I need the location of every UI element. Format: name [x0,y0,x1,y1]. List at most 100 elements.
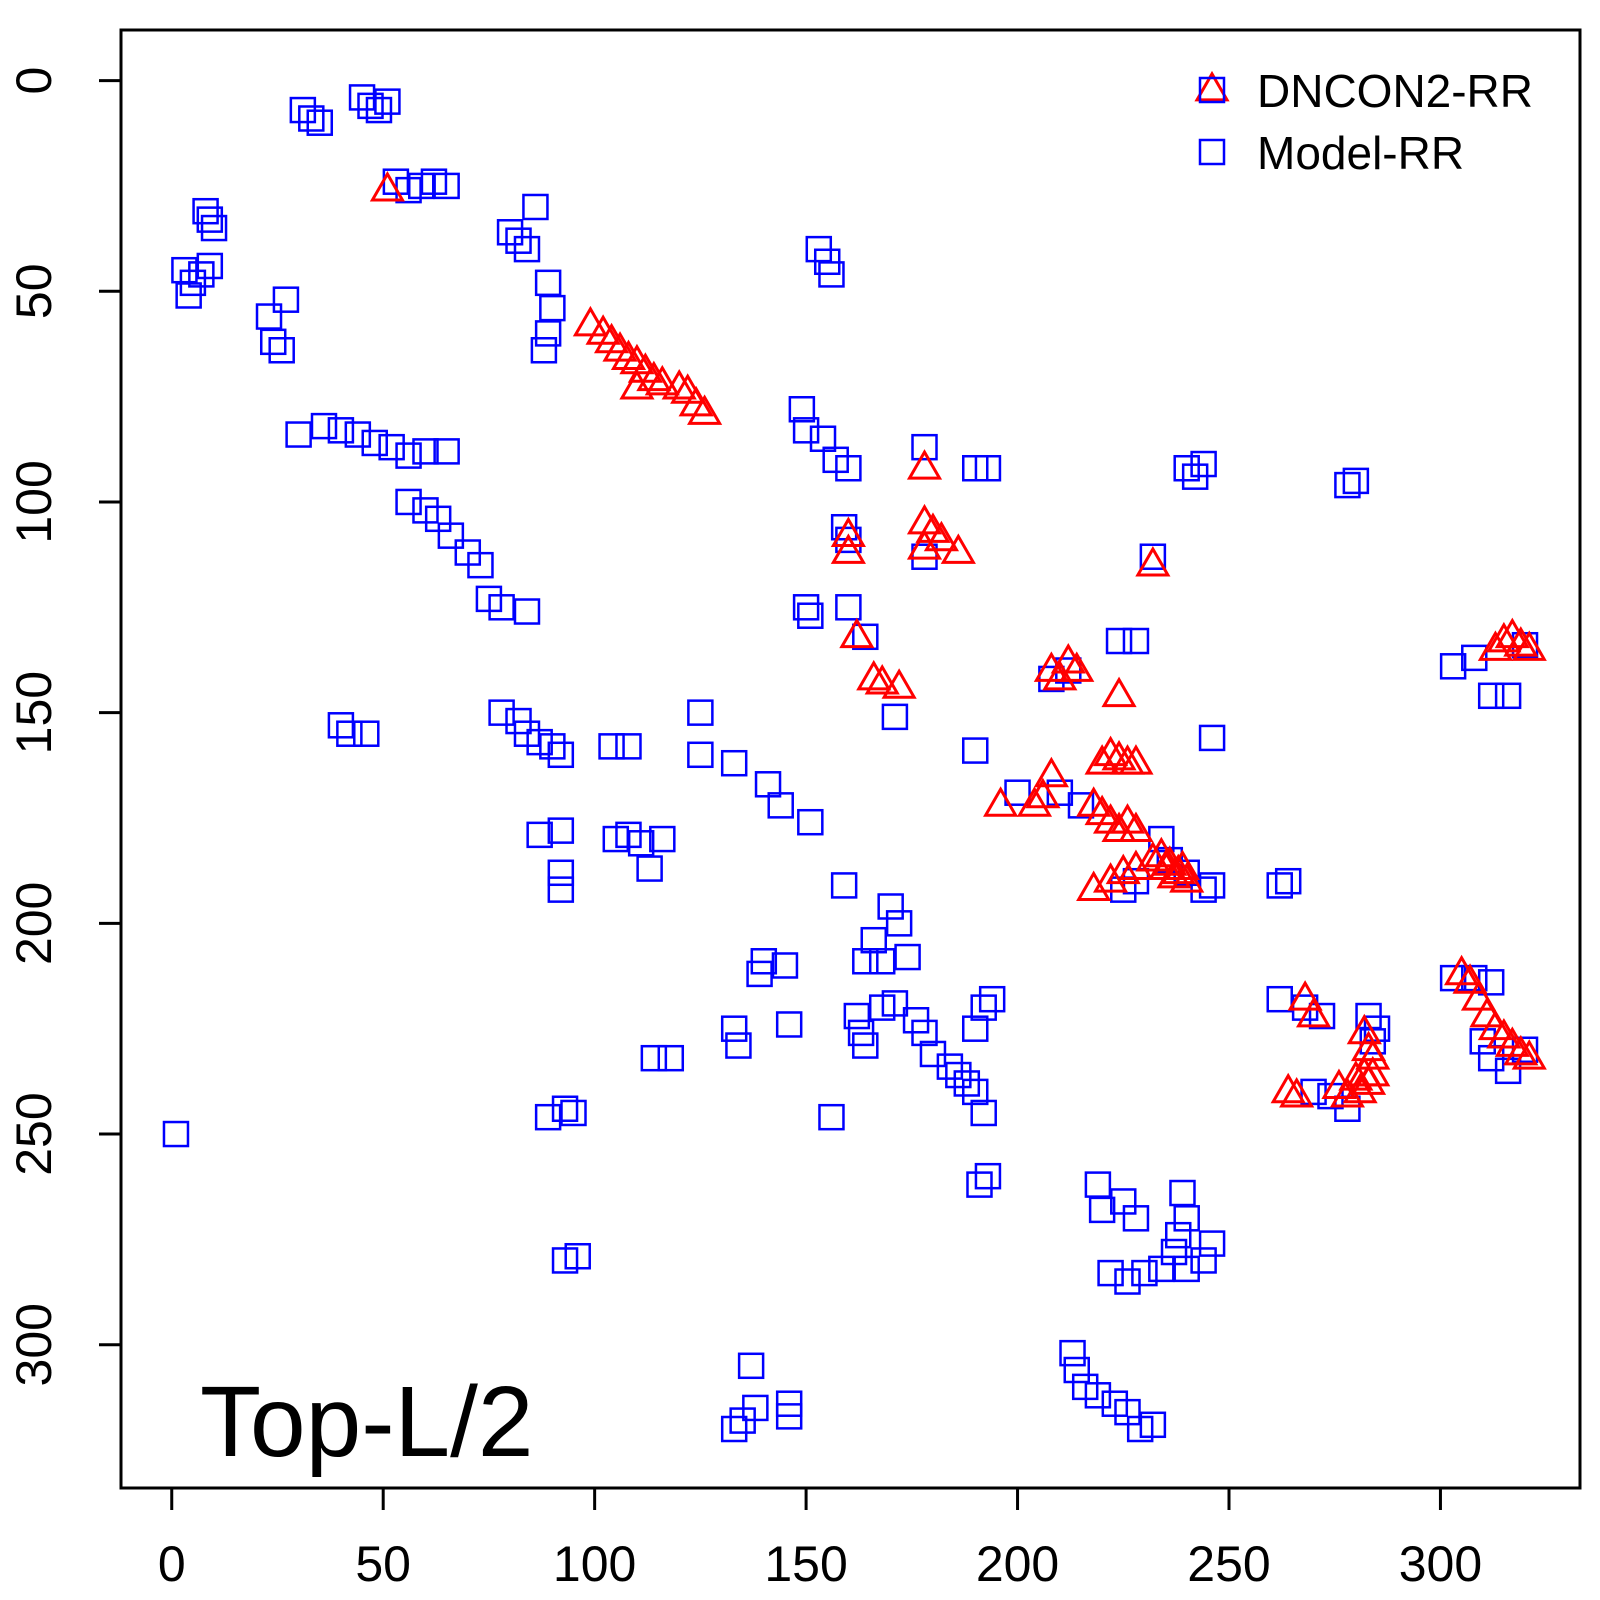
model-rr-point [792,417,820,444]
dncon2-rr-point [1460,980,1497,1011]
model-rr-point [1084,1171,1112,1198]
model-rr-point [792,594,820,621]
model-rr-point [936,1053,964,1080]
dncon2-rr-point [1469,996,1505,1028]
model-rr-point [374,88,401,115]
y-tick-label: 0 [6,67,62,95]
dncon2-rr-point [830,533,866,564]
model-rr-point [298,105,325,132]
model-rr-point [1477,682,1505,710]
y-tick-label: 250 [6,1092,62,1175]
dncon2-rr-point [1135,546,1171,577]
model-rr-point [310,412,338,440]
dncon2-rr-point [636,360,672,392]
model-rr-point [1139,543,1167,570]
model-rr-point [627,830,655,857]
model-rr-point [306,109,334,136]
model-rr-point [1494,682,1522,710]
dncon2-rr-point [1101,676,1137,708]
dncon2-rr-point [1092,862,1129,893]
model-rr-point [564,1242,591,1270]
dncon2-rr-point [1101,739,1137,771]
dncon2-rr-point [1156,857,1192,889]
model-rr-point [1131,1259,1158,1287]
model-rr-point [551,1095,579,1123]
dncon2-rr-point [1503,1034,1539,1066]
x-tick-label: 50 [355,1536,411,1592]
model-rr-point [505,227,532,254]
dncon2-rr-point [1270,1072,1306,1104]
dncon2-rr-point [619,369,655,400]
model-rr-point [1266,872,1293,899]
y-axis: 0 50 100 150 200 250 300 [6,67,123,1386]
model-rr-point [767,792,794,819]
model-rr-point [433,172,460,200]
model-rr-point [962,737,989,764]
plot-frame [119,28,1582,1490]
model-rr-point [771,952,799,979]
model-rr-point [496,219,524,246]
dncon2-rr-point [1118,849,1154,880]
legend-square-marker [1198,138,1226,166]
dncon2-rr-point [940,533,976,564]
dncon2-rr-point [369,171,406,202]
dncon2-rr-point [1076,870,1112,902]
model-rr-point [353,720,380,747]
model-rr-point [974,1162,1002,1190]
model-rr-point [852,948,879,975]
model-rr-point [1067,792,1095,819]
model-rr-point [534,1103,562,1131]
model-rr-point [268,337,295,364]
legend-label: DNCON2-RR [1257,65,1533,117]
model-rr-point [1469,1028,1496,1055]
dncon2-rr-point [906,529,943,560]
model-rr-point [560,1099,587,1127]
dncon2-rr-point [661,369,697,400]
dncon2-rr-point [1355,1039,1391,1070]
model-rr-point [818,261,845,288]
model-rr-point [365,96,393,124]
model-rr-point [720,1415,748,1443]
model-rr-point [1122,627,1150,655]
legend-triangle-marker [1194,70,1230,102]
model-rr-point [657,1044,685,1072]
model-rr-point [1122,1205,1150,1232]
model-rr-point [336,720,363,747]
model-rr-point [835,454,862,482]
model-rr-point [285,421,312,448]
model-rr-point [530,337,558,364]
model-rr-point [272,286,300,313]
dncon2-rr-point [1105,853,1141,885]
model-rr-point [488,699,515,726]
model-rr-point [327,712,355,739]
model-rr-point [725,1032,752,1059]
model-rr-point [974,454,1002,482]
model-rr-point [1004,779,1031,806]
dncon2-rr-point [1342,1072,1378,1104]
legend-label: Model-RR [1257,127,1464,179]
model-rr-point [598,733,625,760]
dncon2-rr-point [1092,735,1129,767]
model-rr-point [885,910,913,937]
top-l2-annotation: Top-L/2 [200,1366,534,1478]
model-rr-point [1105,627,1133,655]
model-rr-point [412,438,439,465]
x-tick-label: 150 [764,1536,847,1592]
model-rr-point [513,235,541,263]
model-rr-point [737,1352,765,1380]
dncon2-rr-point [923,520,960,552]
model-rr-point [1342,467,1370,495]
model-rr-point [175,282,202,309]
model-rr-point [327,417,355,444]
model-rr-point [1059,1339,1086,1367]
model-rr-point [970,1099,997,1127]
model-rr-point [1308,1002,1336,1030]
model-rr-point [488,594,515,621]
model-rr-point [966,1171,993,1198]
dncon2-rr-point [1164,849,1201,880]
dncon2-rr-point [1033,756,1069,788]
model-rr-point [1198,724,1226,752]
model-rr-point [640,1044,668,1072]
y-tick-label: 50 [6,263,62,319]
